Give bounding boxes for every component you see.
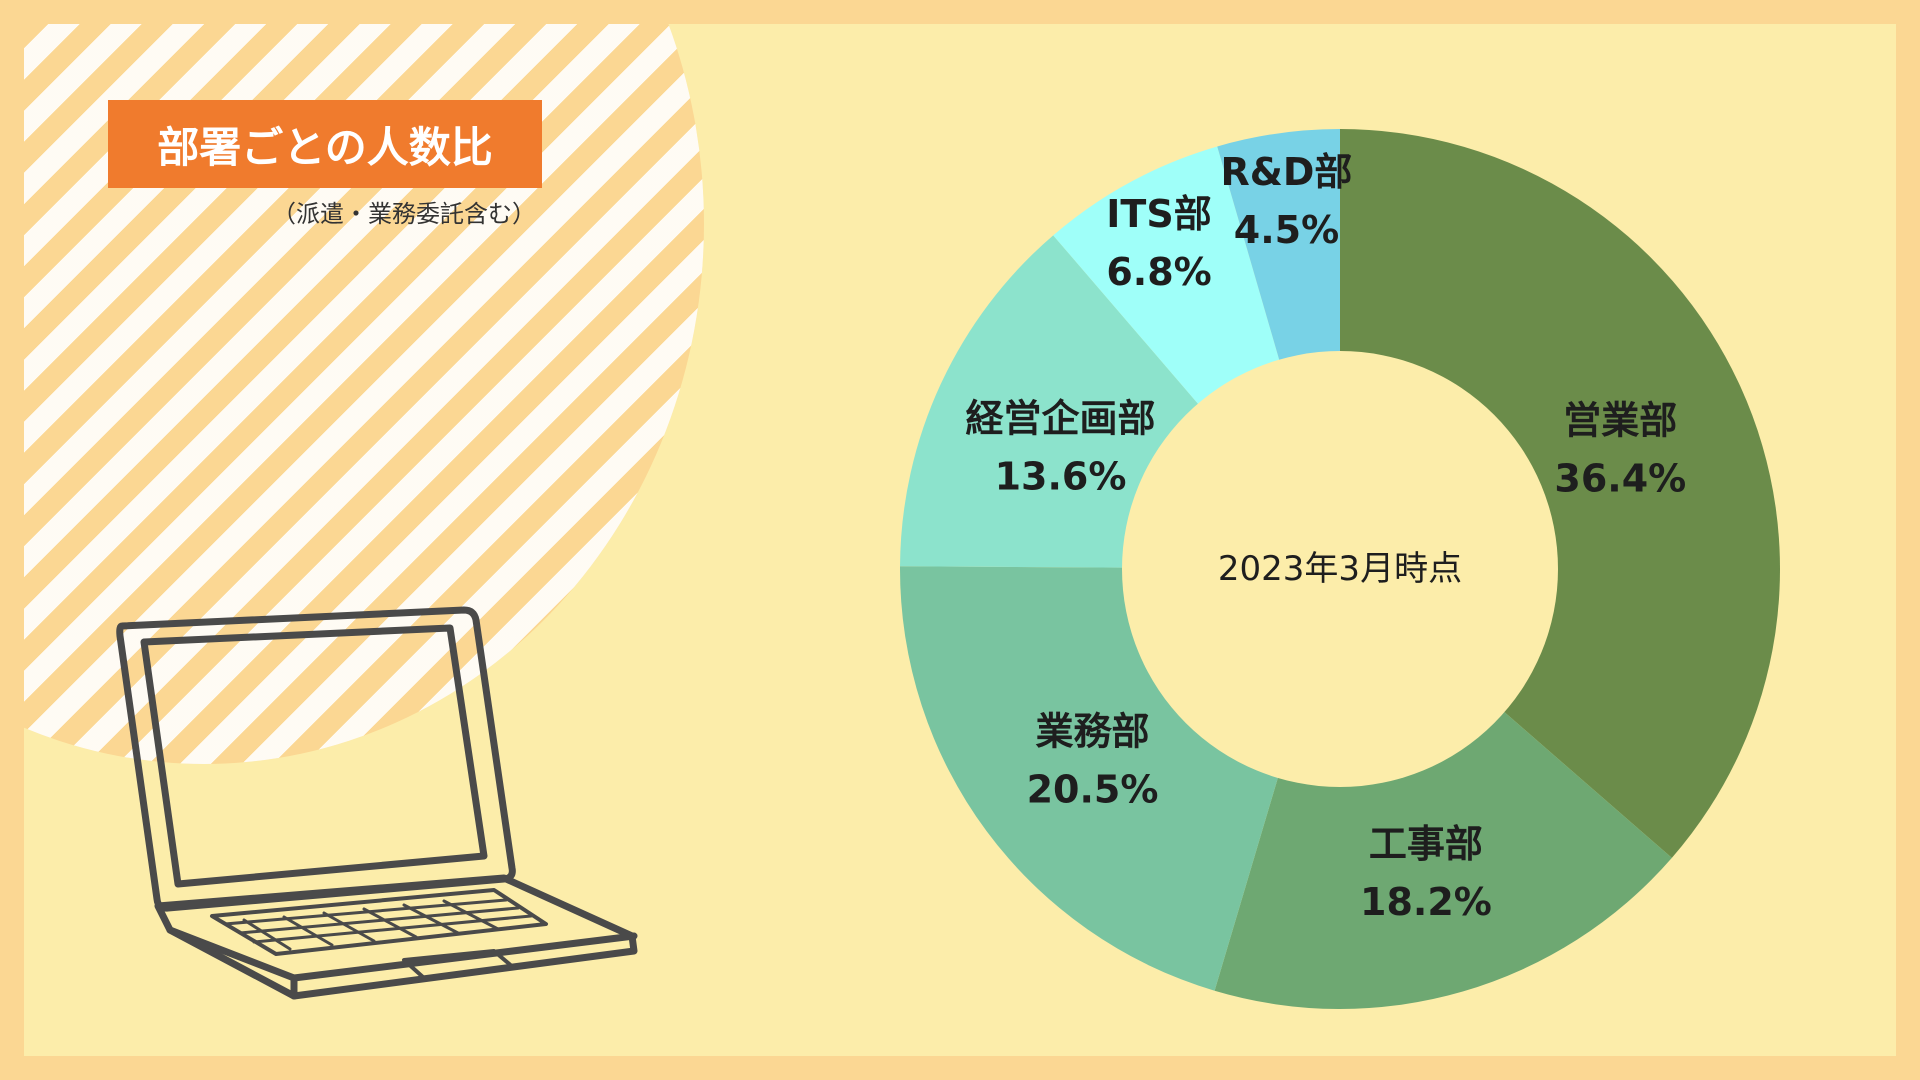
slice-category-label: R&D部 [1220, 150, 1352, 194]
donut-chart: 2023年3月時点 営業部 36.4% 工事部 18.2% 業務部 20.5% 経営企画部 1… [900, 129, 1780, 1009]
donut-hole [1122, 351, 1558, 787]
slice-category-label: 業務部 [1036, 709, 1150, 753]
slice-value-label: 6.8% [1106, 250, 1211, 294]
slice-value-label: 4.5% [1234, 208, 1339, 252]
slice-category-label: 経営企画部 [965, 397, 1155, 441]
slice-value-label: 18.2% [1360, 880, 1492, 924]
slice-category-label: 工事部 [1369, 822, 1483, 866]
slice-category-label: ITS部 [1106, 192, 1211, 236]
slice-value-label: 36.4% [1554, 456, 1686, 500]
chart-title: 部署ごとの人数比 [108, 100, 542, 188]
slice-value-label: 13.6% [995, 455, 1127, 499]
center-label: 2023年3月時点 [1218, 549, 1462, 589]
slide-frame: 部署ごとの人数比 （派遣・業務委託含む） 2023年3月時点 営業部 36.4% 工… [24, 24, 1896, 1056]
laptop-illustration [116, 606, 638, 1000]
slice-1 [1340, 129, 1780, 858]
slice-category-label: 営業部 [1563, 398, 1677, 442]
chart-subtitle: （派遣・業務委託含む） [272, 200, 536, 228]
slice-value-label: 20.5% [1027, 767, 1159, 811]
